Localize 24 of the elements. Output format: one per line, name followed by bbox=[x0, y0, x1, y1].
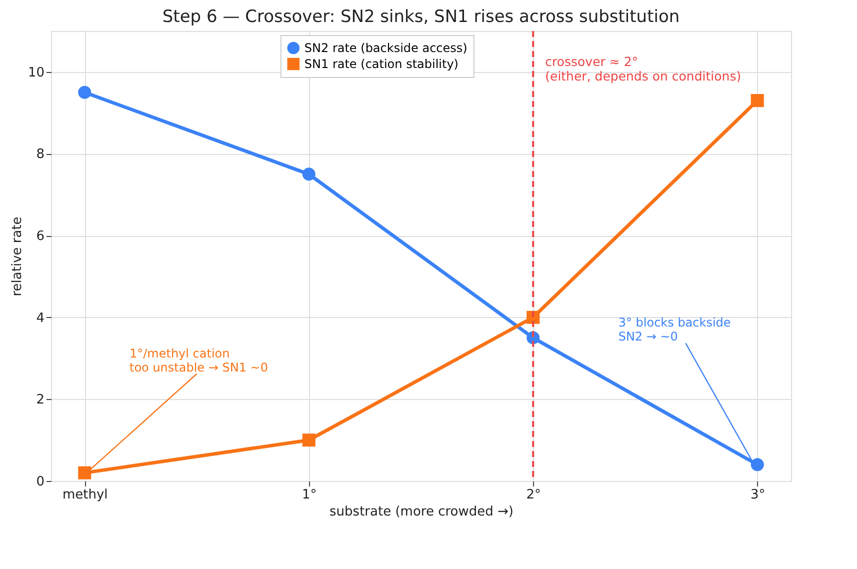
annotation: 3° blocks backside SN2 → ~0 bbox=[618, 316, 731, 344]
x-tick-label: methyl bbox=[62, 488, 108, 502]
legend-label: SN1 rate (cation stability) bbox=[304, 57, 458, 71]
point bbox=[302, 434, 316, 447]
point bbox=[78, 466, 92, 480]
point bbox=[78, 86, 92, 99]
y-tick-label: 4 bbox=[36, 310, 44, 326]
y-tick-label: 8 bbox=[36, 147, 44, 162]
x-tick-label: 3° bbox=[750, 488, 766, 502]
point bbox=[750, 94, 764, 108]
y-tick-label: 6 bbox=[36, 229, 44, 244]
y-tick-label: 0 bbox=[36, 474, 44, 490]
y-tick-label: 2 bbox=[36, 392, 44, 408]
annotation: 1°/methyl cation too unstable → SN1 ~0 bbox=[129, 346, 268, 374]
y-tick-label: 10 bbox=[28, 65, 44, 80]
chart-title: Step 6 — Crossover: SN2 sinks, SN1 rises across substitution bbox=[162, 7, 680, 27]
ref-line-label: crossover ≈ 2° (either, depends on conditions) bbox=[545, 54, 742, 84]
x-tick-label: 1° bbox=[302, 488, 317, 502]
legend-label: SN2 rate (backside access) bbox=[304, 41, 468, 55]
x-axis-title: substrate (more crowded →) bbox=[330, 504, 514, 520]
x-tick-label: 2° bbox=[526, 488, 542, 502]
y-axis-title: relative rate bbox=[10, 216, 25, 296]
point bbox=[750, 458, 764, 472]
point bbox=[302, 168, 316, 181]
